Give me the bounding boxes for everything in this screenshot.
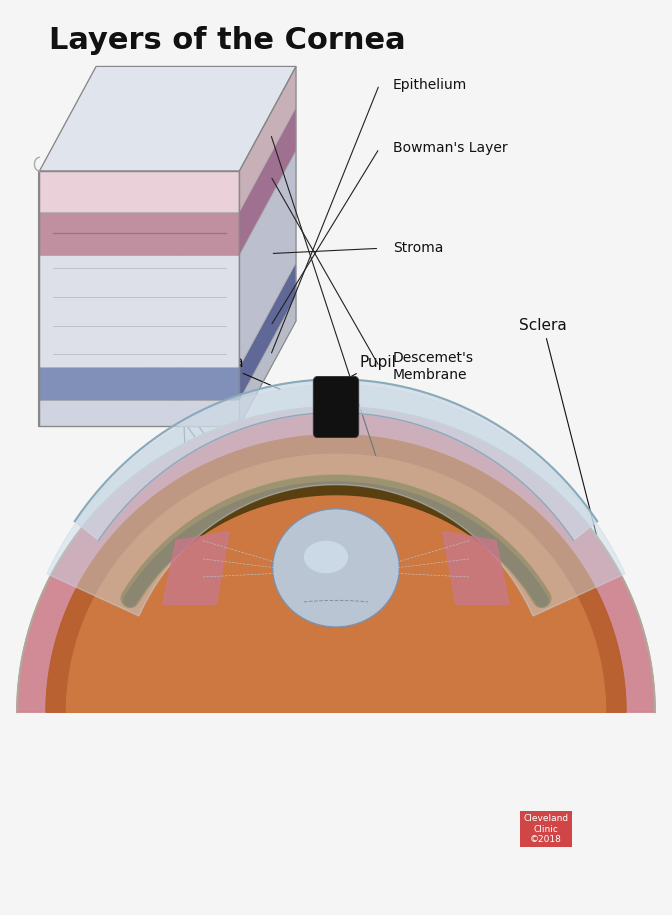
Polygon shape [47, 385, 625, 616]
Polygon shape [239, 296, 296, 425]
Polygon shape [443, 532, 509, 604]
Polygon shape [163, 532, 229, 604]
Polygon shape [239, 107, 296, 255]
Text: Layers of the Cornea: Layers of the Cornea [50, 26, 406, 55]
Text: Sclera: Sclera [519, 318, 602, 557]
Text: Endothelium: Endothelium [392, 459, 480, 474]
Polygon shape [67, 454, 605, 712]
Polygon shape [40, 255, 239, 367]
Ellipse shape [273, 509, 399, 627]
Text: Retina: Retina [153, 215, 202, 626]
Polygon shape [17, 407, 655, 712]
Polygon shape [239, 150, 296, 367]
Polygon shape [239, 263, 296, 400]
Polygon shape [40, 171, 239, 211]
Polygon shape [46, 435, 626, 712]
Text: Epithelium: Epithelium [392, 78, 467, 92]
Text: Cornea: Cornea [190, 354, 280, 389]
Polygon shape [239, 67, 296, 211]
Text: Stroma: Stroma [392, 242, 443, 255]
Text: Lens: Lens [83, 294, 278, 556]
Ellipse shape [304, 541, 348, 574]
Text: Iris: Iris [120, 325, 231, 471]
Text: Descemet's
Membrane: Descemet's Membrane [392, 351, 474, 382]
Polygon shape [40, 400, 239, 425]
Polygon shape [46, 435, 626, 712]
Polygon shape [17, 407, 655, 712]
Polygon shape [40, 67, 296, 171]
Polygon shape [40, 367, 239, 400]
Text: Bowman's Layer: Bowman's Layer [392, 141, 507, 156]
Text: Pupil: Pupil [349, 354, 396, 378]
Polygon shape [75, 380, 597, 541]
Text: Cleveland
Clinic
©2018: Cleveland Clinic ©2018 [523, 814, 569, 844]
Polygon shape [40, 211, 239, 255]
FancyBboxPatch shape [313, 377, 359, 437]
